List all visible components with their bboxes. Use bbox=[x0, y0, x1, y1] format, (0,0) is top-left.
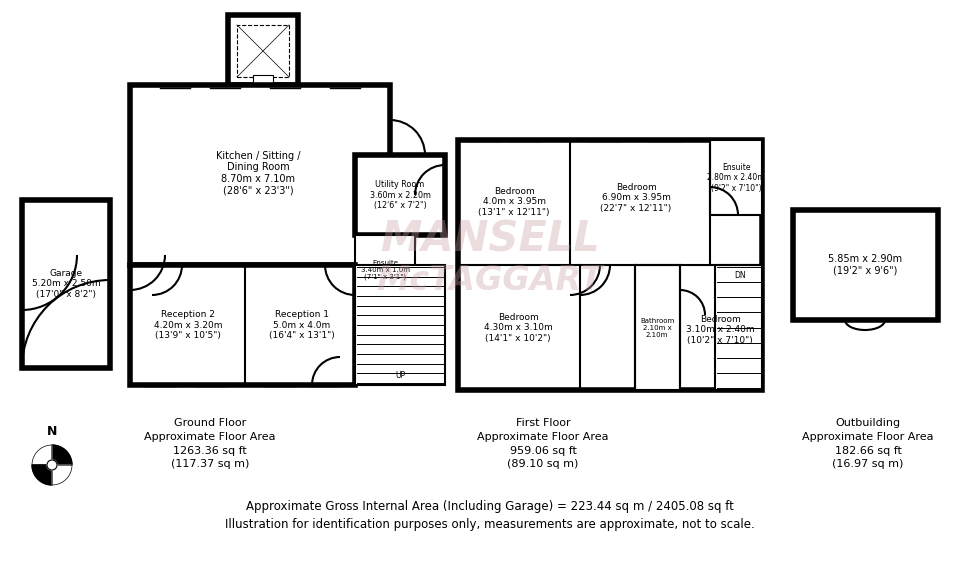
Text: Bathroom
2.10m x
2.10m: Bathroom 2.10m x 2.10m bbox=[640, 318, 674, 338]
Bar bbox=[635, 265, 680, 390]
Text: Approximate Gross Internal Area (Including Garage) = 223.44 sq m / 2405.08 sq ft: Approximate Gross Internal Area (Includi… bbox=[246, 500, 734, 513]
Bar bbox=[355, 155, 445, 235]
Bar bbox=[130, 85, 390, 265]
Text: 182.66 sq ft: 182.66 sq ft bbox=[835, 446, 902, 456]
Bar bbox=[355, 265, 445, 385]
Text: Bedroom
4.30m x 3.10m
(14'1" x 10'2"): Bedroom 4.30m x 3.10m (14'1" x 10'2") bbox=[483, 313, 553, 343]
Text: Approximate Floor Area: Approximate Floor Area bbox=[477, 432, 609, 442]
Text: Garage
5.20m x 2.50m
(17'0" x 8'2"): Garage 5.20m x 2.50m (17'0" x 8'2") bbox=[31, 269, 100, 299]
Bar bbox=[253, 75, 273, 85]
Bar bbox=[130, 265, 355, 385]
Text: Ensuite
2.80m x 2.40m
(9'2" x 7'10"): Ensuite 2.80m x 2.40m (9'2" x 7'10") bbox=[708, 163, 764, 193]
Text: Kitchen / Sitting /
Dining Room
8.70m x 7.10m
(28'6" x 23'3"): Kitchen / Sitting / Dining Room 8.70m x … bbox=[216, 150, 300, 196]
Text: UP: UP bbox=[395, 371, 405, 380]
Text: Approximate Floor Area: Approximate Floor Area bbox=[144, 432, 275, 442]
Text: Outbuilding: Outbuilding bbox=[835, 418, 901, 428]
Text: MANSELL: MANSELL bbox=[380, 219, 600, 261]
Polygon shape bbox=[52, 465, 72, 485]
Text: Bedroom
6.90m x 3.95m
(22'7" x 12'11"): Bedroom 6.90m x 3.95m (22'7" x 12'11") bbox=[601, 183, 671, 213]
Text: Bedroom
3.10m x 2.40m
(10'2" x 7'10"): Bedroom 3.10m x 2.40m (10'2" x 7'10") bbox=[686, 315, 755, 345]
Text: 959.06 sq ft: 959.06 sq ft bbox=[510, 446, 576, 456]
Text: Utility Room
3.60m x 2.20m
(12'6" x 7'2"): Utility Room 3.60m x 2.20m (12'6" x 7'2"… bbox=[369, 180, 430, 210]
Text: Ground Floor: Ground Floor bbox=[173, 418, 246, 428]
Bar bbox=[710, 140, 762, 215]
Polygon shape bbox=[32, 445, 52, 465]
Text: Bedroom
4.0m x 3.95m
(13'1" x 12'11"): Bedroom 4.0m x 3.95m (13'1" x 12'11") bbox=[478, 187, 550, 217]
Text: DN: DN bbox=[734, 271, 746, 280]
Bar bbox=[228, 15, 298, 85]
Text: 5.85m x 2.90m
(19'2" x 9'6"): 5.85m x 2.90m (19'2" x 9'6") bbox=[828, 254, 902, 276]
Bar bbox=[715, 265, 762, 390]
Text: First Floor: First Floor bbox=[515, 418, 570, 428]
Text: (117.37 sq m): (117.37 sq m) bbox=[171, 459, 249, 469]
Polygon shape bbox=[52, 445, 72, 465]
Polygon shape bbox=[32, 465, 52, 485]
Text: 1263.36 sq ft: 1263.36 sq ft bbox=[173, 446, 247, 456]
Circle shape bbox=[47, 460, 57, 470]
Text: Reception 1
5.0m x 4.0m
(16'4" x 13'1"): Reception 1 5.0m x 4.0m (16'4" x 13'1") bbox=[270, 310, 335, 340]
Bar bbox=[793, 210, 938, 320]
Bar bbox=[22, 200, 110, 368]
Text: Ensuite
3.40m x 1.0m
(7'1" x 3'1"): Ensuite 3.40m x 1.0m (7'1" x 3'1") bbox=[361, 260, 410, 280]
Text: Reception 2
4.20m x 3.20m
(13'9" x 10'5"): Reception 2 4.20m x 3.20m (13'9" x 10'5"… bbox=[154, 310, 222, 340]
Text: (16.97 sq m): (16.97 sq m) bbox=[832, 459, 904, 469]
Text: McTAGGART: McTAGGART bbox=[376, 263, 604, 296]
Text: N: N bbox=[47, 425, 57, 438]
Bar bbox=[355, 235, 415, 305]
Text: Illustration for identification purposes only, measurements are approximate, not: Illustration for identification purposes… bbox=[225, 518, 755, 531]
Bar bbox=[458, 140, 762, 390]
Text: Approximate Floor Area: Approximate Floor Area bbox=[803, 432, 934, 442]
Text: (89.10 sq m): (89.10 sq m) bbox=[508, 459, 578, 469]
Bar bbox=[237, 25, 289, 77]
